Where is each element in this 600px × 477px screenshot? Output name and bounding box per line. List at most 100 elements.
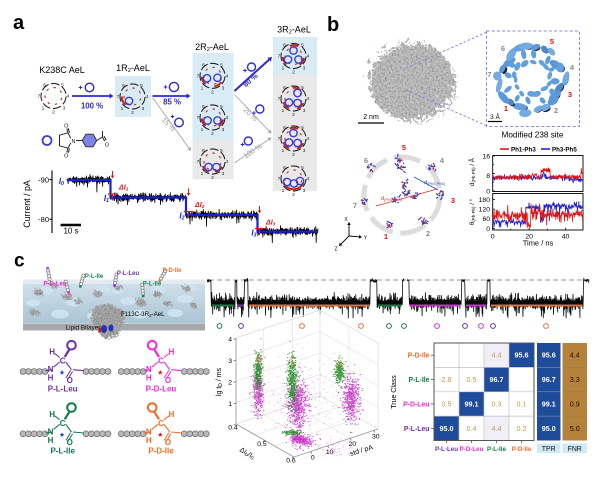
svg-text:1R2-AeL: 1R2-AeL bbox=[116, 63, 150, 74]
svg-text:180: 180 bbox=[479, 197, 491, 204]
svg-text:C: C bbox=[60, 419, 66, 428]
svg-text:7: 7 bbox=[197, 159, 200, 165]
svg-text:3: 3 bbox=[303, 66, 306, 72]
svg-text:d(Ph3,Ph5): d(Ph3,Ph5) bbox=[424, 180, 446, 186]
svg-text:H: H bbox=[48, 374, 54, 383]
svg-text:99.1: 99.1 bbox=[542, 399, 556, 408]
svg-text:2: 2 bbox=[426, 229, 430, 238]
svg-text:0: 0 bbox=[486, 188, 490, 195]
svg-text:0: 0 bbox=[491, 234, 495, 241]
svg-text:4.4: 4.4 bbox=[570, 351, 580, 360]
svg-text:H: H bbox=[48, 436, 54, 445]
svg-text:a: a bbox=[13, 12, 25, 34]
svg-text:85 %: 85 % bbox=[163, 98, 181, 107]
svg-text:C: C bbox=[60, 357, 66, 366]
svg-text:P-D-Leu: P-D-Leu bbox=[44, 282, 67, 288]
svg-text:4: 4 bbox=[226, 159, 229, 165]
svg-text:2 nm: 2 nm bbox=[363, 114, 379, 121]
svg-text:O: O bbox=[105, 143, 110, 149]
svg-text:5: 5 bbox=[301, 125, 304, 131]
svg-text:30: 30 bbox=[372, 433, 380, 440]
svg-text:2: 2 bbox=[52, 110, 55, 116]
svg-text:P-D-Leu: P-D-Leu bbox=[146, 384, 177, 393]
svg-text:0.4: 0.4 bbox=[228, 425, 238, 432]
svg-text:2: 2 bbox=[131, 110, 134, 116]
svg-text:0.1: 0.1 bbox=[517, 399, 527, 408]
svg-text:N: N bbox=[48, 428, 54, 437]
svg-text:I3: I3 bbox=[251, 229, 256, 239]
svg-text:O: O bbox=[64, 123, 69, 129]
svg-text:6: 6 bbox=[501, 44, 505, 53]
svg-text:Modified 238 site: Modified 238 site bbox=[502, 131, 564, 140]
svg-text:0.2: 0.2 bbox=[517, 424, 527, 433]
svg-text:ΔI2: ΔI2 bbox=[194, 202, 205, 210]
svg-text:95.6: 95.6 bbox=[542, 351, 556, 360]
svg-text:1: 1 bbox=[282, 108, 285, 114]
svg-text:6: 6 bbox=[202, 104, 205, 110]
svg-text:2.8: 2.8 bbox=[442, 375, 452, 384]
svg-text:P-L-Ile: P-L-Ile bbox=[143, 282, 162, 288]
svg-text:3: 3 bbox=[222, 85, 225, 91]
svg-text:5: 5 bbox=[301, 85, 304, 91]
svg-text:3: 3 bbox=[222, 171, 225, 177]
svg-text:6: 6 bbox=[122, 83, 125, 89]
svg-text:H: H bbox=[146, 436, 152, 445]
svg-text:6: 6 bbox=[283, 125, 286, 131]
svg-text:1: 1 bbox=[504, 104, 508, 113]
svg-text:5: 5 bbox=[220, 148, 223, 154]
svg-text:P-L-Ile: P-L-Ile bbox=[408, 377, 429, 384]
svg-text:O: O bbox=[165, 438, 171, 447]
svg-text:I2: I2 bbox=[179, 212, 184, 222]
svg-text:6: 6 bbox=[283, 85, 286, 91]
svg-text:P-D-Ile: P-D-Ile bbox=[512, 446, 532, 453]
svg-text:7: 7 bbox=[117, 94, 120, 100]
svg-text:O: O bbox=[67, 376, 73, 385]
svg-text:3: 3 bbox=[303, 188, 306, 194]
svg-text:4: 4 bbox=[146, 94, 149, 100]
svg-text:N: N bbox=[146, 428, 152, 437]
svg-text:P-L-Ile: P-L-Ile bbox=[50, 447, 75, 456]
svg-text:10 s: 10 s bbox=[63, 227, 78, 236]
svg-text:95.6: 95.6 bbox=[515, 351, 529, 360]
svg-text:2: 2 bbox=[228, 380, 232, 387]
svg-text:d(Ph1,Ph3): d(Ph1,Ph3) bbox=[381, 196, 403, 202]
svg-text:4: 4 bbox=[67, 94, 70, 100]
svg-text:7: 7 bbox=[278, 136, 281, 142]
svg-text:2: 2 bbox=[554, 106, 558, 115]
svg-text:P-L-Ile: P-L-Ile bbox=[487, 446, 506, 453]
svg-text:60: 60 bbox=[482, 216, 490, 223]
svg-text:4: 4 bbox=[307, 54, 310, 60]
svg-text:N: N bbox=[48, 365, 54, 374]
svg-text:5.0: 5.0 bbox=[570, 424, 580, 433]
svg-text:7: 7 bbox=[278, 176, 281, 182]
svg-text:4.4: 4.4 bbox=[492, 351, 502, 360]
svg-text:1: 1 bbox=[201, 127, 204, 133]
svg-text:3: 3 bbox=[222, 127, 225, 133]
svg-text:P-L-Leu: P-L-Leu bbox=[435, 446, 458, 453]
svg-text:2: 2 bbox=[292, 192, 295, 198]
svg-text:1: 1 bbox=[228, 401, 232, 408]
svg-text:d(Ph-Ph) / Å: d(Ph-Ph) / Å bbox=[469, 157, 476, 186]
svg-text:6: 6 bbox=[283, 43, 286, 49]
svg-text:3: 3 bbox=[228, 358, 232, 365]
svg-text:0.9: 0.9 bbox=[570, 399, 580, 408]
svg-text:100 %: 100 % bbox=[81, 102, 103, 111]
svg-text:Lipid Bilayer: Lipid Bilayer bbox=[66, 325, 102, 332]
svg-text:1: 1 bbox=[201, 171, 204, 177]
svg-text:5: 5 bbox=[402, 143, 406, 152]
svg-text:Y: Y bbox=[364, 236, 368, 242]
svg-text:Current / pA: Current / pA bbox=[22, 180, 32, 228]
svg-text:10: 10 bbox=[326, 449, 334, 456]
svg-text:5: 5 bbox=[140, 83, 143, 89]
svg-text:I1: I1 bbox=[104, 194, 109, 204]
svg-text:0.3: 0.3 bbox=[492, 399, 502, 408]
svg-text:4: 4 bbox=[307, 96, 310, 102]
svg-text:lg tD / ms: lg tD / ms bbox=[216, 367, 224, 396]
svg-text:I0: I0 bbox=[59, 177, 64, 187]
svg-text:K238C AeL: K238C AeL bbox=[39, 65, 85, 75]
svg-text:Z: Z bbox=[334, 247, 337, 253]
svg-text:0.5: 0.5 bbox=[442, 399, 452, 408]
svg-text:P-D-Ile: P-D-Ile bbox=[148, 447, 174, 456]
svg-text:40: 40 bbox=[562, 234, 570, 241]
svg-text:C: C bbox=[158, 419, 164, 428]
